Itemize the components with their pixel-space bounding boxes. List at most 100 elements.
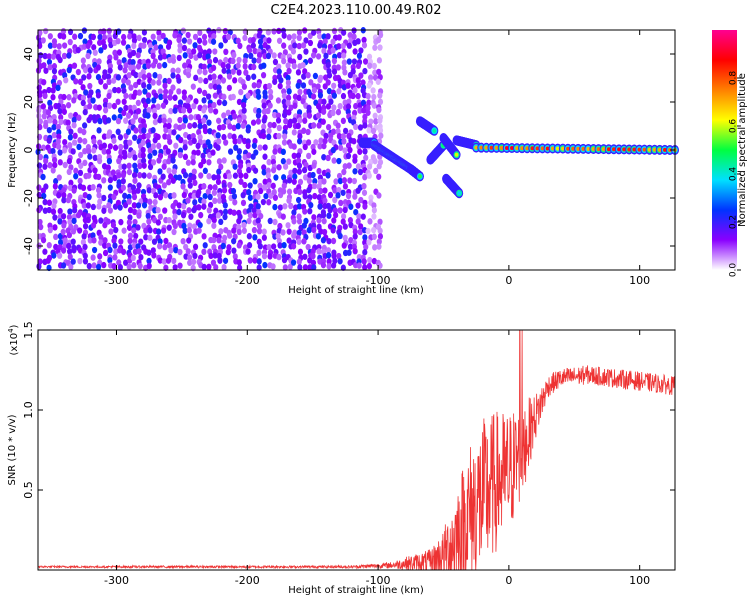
heatmap-cell [166,77,172,85]
heatmap-cell [185,58,192,66]
heatmap-cell [173,142,179,149]
heatmap-cell [47,63,53,71]
heatmap-cell [221,133,227,141]
heatmap-cell [138,238,144,245]
heatmap-cell [208,106,214,114]
heatmap-cell [66,231,73,239]
spectrogram-y-axis-label: Frequency (Hz) [7,112,18,188]
heatmap-cell [127,232,134,240]
heatmap-cell [117,134,124,141]
spectrogram-x-ticks: -300 -200 -100 0 100 [104,30,650,287]
heatmap-cell [348,203,354,210]
heatmap-cell [120,172,126,179]
heatmap-cell [181,37,187,44]
heatmap-cell [82,191,88,199]
heatmap-cell [301,222,307,229]
heatmap-cell [261,228,267,235]
heatmap-cell [115,74,122,81]
heatmap-cell [172,213,178,220]
heatmap-cell [281,241,287,249]
heatmap-cell [216,117,222,124]
colorbar-gradient [712,30,737,270]
heatmap-cell [306,226,312,234]
heatmap-cell [266,82,272,90]
heatmap-cell [338,144,344,151]
heatmap-cell [50,147,56,155]
heatmap-cell [336,88,342,95]
heatmap-cell [340,42,346,50]
heatmap-cell [191,48,197,55]
heatmap-cell [186,207,192,214]
heatmap-cell [352,157,358,164]
heatmap-cell [106,78,112,86]
heatmap-cell [197,221,203,229]
heatmap-cell [256,258,262,265]
heatmap-cell [337,232,343,240]
heatmap-cell [355,82,362,89]
heatmap-cell [306,112,313,119]
heatmap-cell [180,27,186,34]
snr-x-tick-label: -100 [366,574,391,587]
heatmap-cell [265,107,271,115]
heatmap-cell [47,33,53,40]
heatmap-cell [296,229,302,237]
heatmap-cell [213,207,219,214]
heatmap-cell [120,184,126,191]
heatmap-cell [232,138,238,145]
heatmap-cell [312,72,319,80]
heatmap-cell [147,234,153,241]
heatmap-cell [201,248,207,256]
heatmap-cell [171,257,177,265]
heatmap-cell [190,83,196,90]
heatmap-cell [157,194,164,201]
heatmap-cell [261,164,267,171]
heatmap-cell [187,122,193,130]
heatmap-cell [296,29,303,36]
heatmap-cell [340,264,346,271]
snr-multiplier-label: (x104) [7,324,20,355]
heatmap-cell [351,27,357,34]
heatmap-cell [81,202,87,209]
heatmap-cell [281,57,287,65]
heatmap-cell [322,187,328,194]
heatmap-cell [361,36,367,44]
heatmap-cell [331,157,337,164]
heatmap-cell [371,102,377,109]
heatmap-cell [56,102,62,110]
heatmap-cell [347,146,353,154]
heatmap-cell [111,237,117,244]
heatmap-cell [371,93,377,101]
heatmap-cell [191,168,197,175]
heatmap-cell [196,128,202,136]
heatmap-signal-core [652,147,657,152]
heatmap-cell [355,163,362,170]
heatmap-cell [256,249,262,257]
heatmap-cell [258,187,264,195]
heatmap-cell [231,237,237,245]
heatmap-cell [362,234,368,241]
heatmap-cell [302,174,309,181]
heatmap-cell [202,68,208,76]
heatmap-cell [38,223,44,231]
heatmap-cell [311,264,317,271]
heatmap-cell [42,248,48,255]
heatmap-cell [361,258,367,265]
heatmap-cell [242,181,248,189]
heatmap-cell [355,202,361,209]
heatmap-cell [333,178,339,185]
heatmap-cell [291,209,297,216]
heatmap-cell [86,193,92,201]
heatmap-cell [185,31,191,39]
heatmap-cell [41,78,47,86]
heatmap-cell [80,184,87,192]
heatmap-cell [246,242,253,249]
heatmap-cell [147,147,153,154]
heatmap-cell [352,168,358,175]
heatmap-cell [123,259,129,266]
heatmap-cell [340,117,346,125]
heatmap-cell [56,133,62,140]
heatmap-cell [206,159,212,166]
heatmap-cell [317,92,324,99]
heatmap-cell [136,182,142,189]
